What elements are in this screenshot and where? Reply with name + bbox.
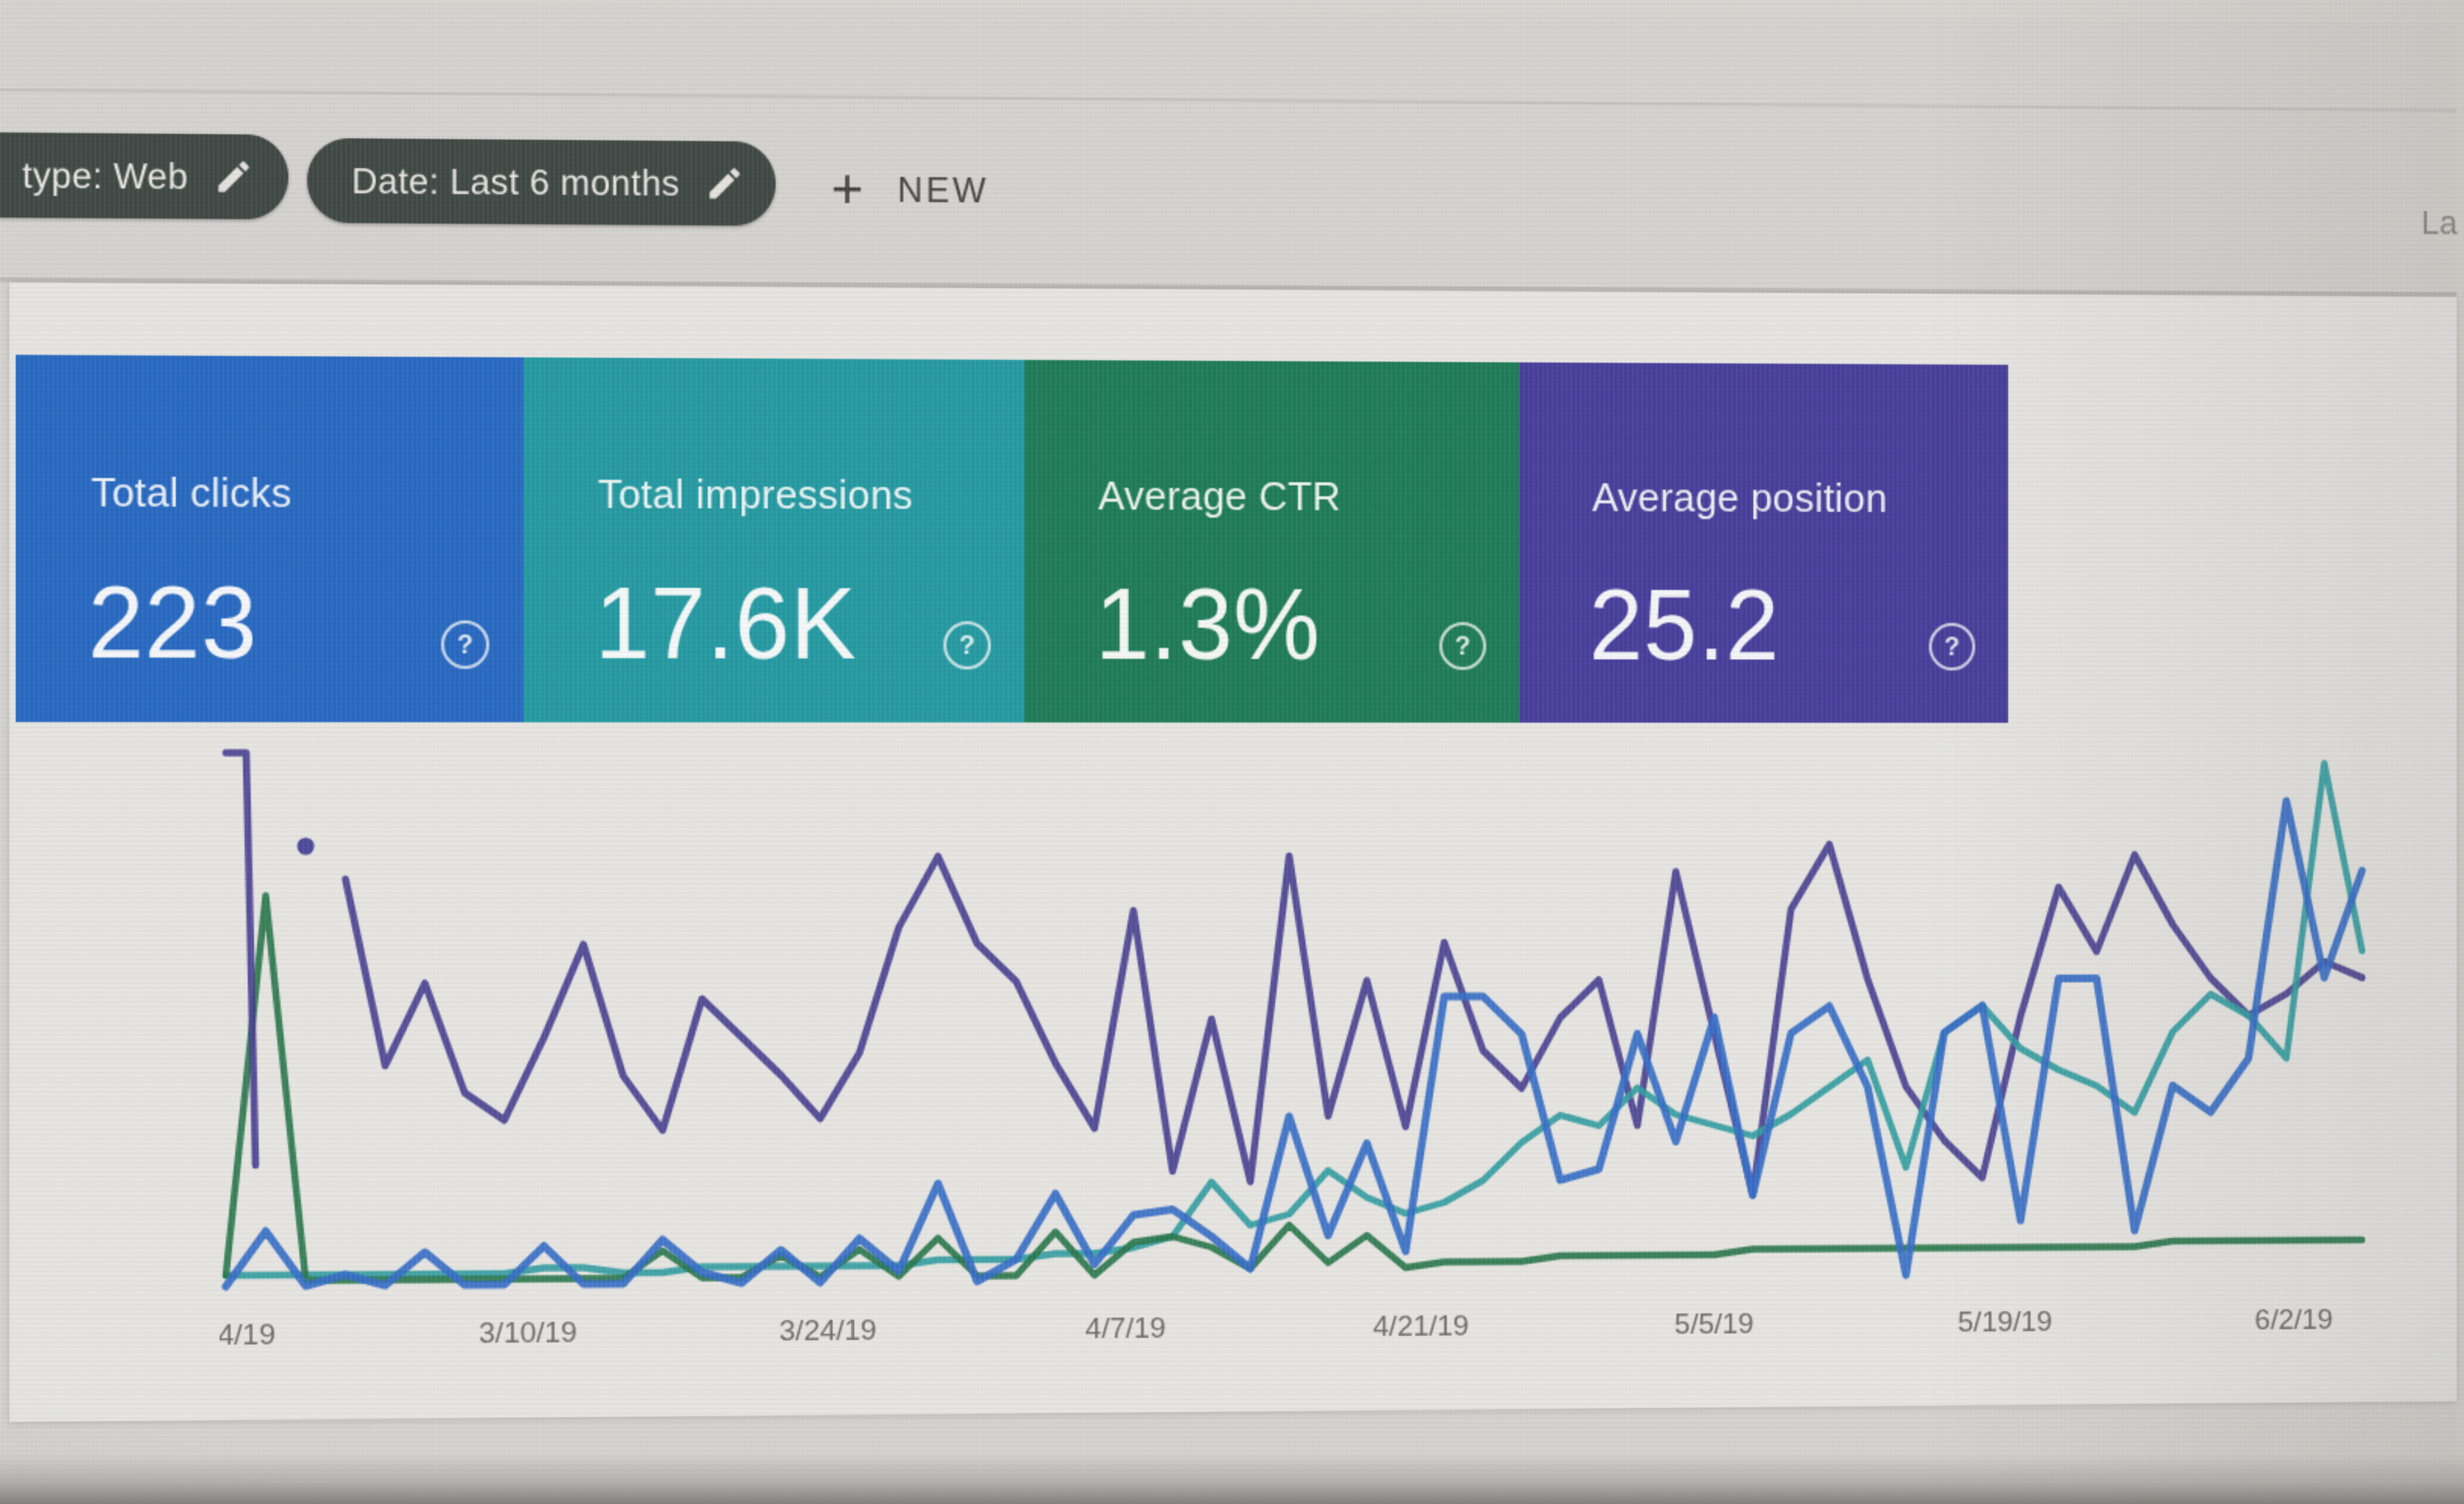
card-label: Average CTR — [1098, 472, 1341, 520]
card-average-ctr[interactable]: Average CTR 1.3% ? — [1024, 359, 1520, 723]
chart-isolated-point — [297, 837, 314, 855]
x-axis-label: 5/5/19 — [1675, 1307, 1754, 1341]
x-axis-label: 6/2/19 — [2255, 1303, 2333, 1336]
chart-line-impressions — [226, 764, 2362, 1275]
window-top-edge — [0, 88, 2457, 112]
card-total-clicks[interactable]: Total clicks 223 ? — [15, 355, 523, 723]
x-axis-label: 2/24/19 — [220, 1317, 275, 1352]
help-icon[interactable]: ? — [943, 621, 991, 669]
help-icon[interactable]: ? — [1439, 622, 1486, 670]
help-icon[interactable]: ? — [441, 620, 489, 669]
x-axis-label: 4/21/19 — [1373, 1309, 1469, 1343]
x-axis-label: 5/19/19 — [1958, 1305, 2052, 1338]
x-axis-label: 4/7/19 — [1085, 1311, 1166, 1345]
header-area: type: Web Date: Last 6 months + NEW La — [0, 0, 2458, 297]
truncated-status-text: La — [2421, 203, 2458, 242]
card-value: 17.6K — [594, 567, 857, 681]
card-label: Average position — [1592, 473, 1888, 521]
chart-line-position — [345, 844, 2362, 1203]
filter-chip-search-type[interactable]: type: Web — [0, 131, 289, 220]
x-axis-label: 3/24/19 — [779, 1313, 877, 1347]
edit-pencil-icon[interactable] — [705, 163, 745, 204]
card-total-impressions[interactable]: Total impressions 17.6K ? — [523, 357, 1025, 723]
filter-chip-label: Date: Last 6 months — [351, 159, 680, 203]
card-label: Total clicks — [91, 468, 292, 517]
new-filter-label: NEW — [897, 168, 989, 210]
new-filter-button[interactable]: + NEW — [831, 156, 989, 221]
plus-icon: + — [831, 156, 864, 221]
filter-chip-label: type: Web — [22, 153, 189, 197]
x-axis-label: 3/10/19 — [479, 1315, 577, 1350]
card-value: 223 — [88, 566, 258, 680]
edit-pencil-icon[interactable] — [213, 156, 254, 197]
chart-canvas: 2/24/19 3/10/19 3/24/19 4/7/19 4/21/19 5/5/19… — [220, 728, 2409, 1352]
summary-cards-row: Total clicks 223 ? Total impressions 17.… — [15, 355, 2008, 723]
filter-chip-date-range[interactable]: Date: Last 6 months — [307, 138, 776, 226]
card-value: 25.2 — [1589, 570, 1780, 682]
card-label: Total impressions — [598, 470, 913, 519]
card-average-position[interactable]: Average position 25.2 ? — [1520, 362, 2008, 723]
performance-line-chart: 2/24/19 3/10/19 3/24/19 4/7/19 4/21/19 5/5/19… — [220, 728, 2409, 1388]
help-icon[interactable]: ? — [1928, 623, 1976, 671]
card-value: 1.3% — [1095, 568, 1321, 681]
